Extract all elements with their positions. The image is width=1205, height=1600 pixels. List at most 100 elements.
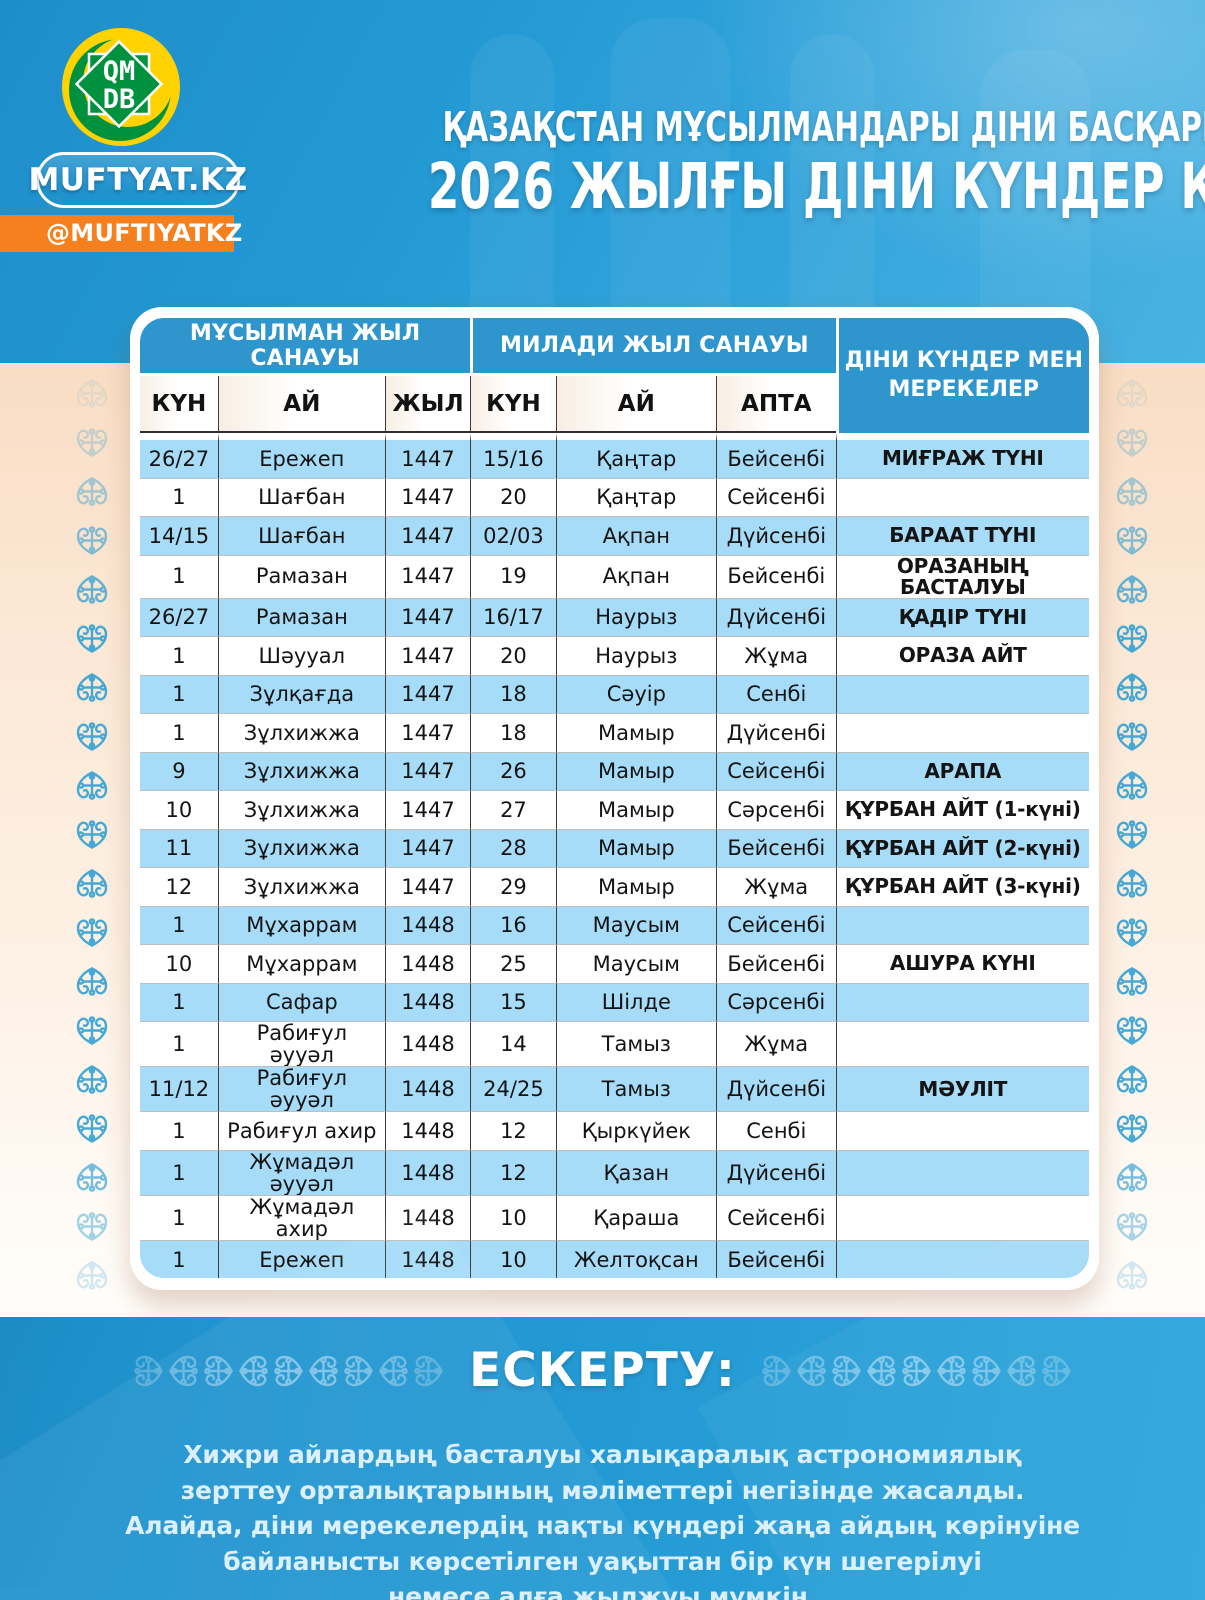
hijri-day-cell: 12 xyxy=(140,867,218,906)
holiday-cell xyxy=(835,1111,1089,1150)
greg-month-cell: Ақпан xyxy=(555,554,717,598)
hijri-day-cell: 10 xyxy=(140,790,218,829)
greg-day-cell: 24/25 xyxy=(470,1066,556,1112)
logo-abbr-line1: QM xyxy=(103,56,136,87)
hijri-month-cell: Рабиғул ахир xyxy=(217,1111,385,1150)
greg-month-cell: Мамыр xyxy=(555,867,717,906)
weekday-cell: Жұма xyxy=(716,636,836,675)
holiday-cell xyxy=(835,1149,1089,1195)
greg-month-cell: Наурыз xyxy=(555,597,717,636)
holiday-cell xyxy=(835,1021,1089,1067)
weekday-cell: Сәрсенбі xyxy=(716,790,836,829)
holiday-cell: АРАПА xyxy=(835,751,1089,790)
table-row: 1 Рамазан 1447 19 Ақпан Бейсенбі ОРАЗАНЫҢ БАСТ… xyxy=(140,554,1089,598)
eskertu-ornament-right xyxy=(754,1351,1079,1391)
table-row: 1 Зұлқағда 1447 18 Сәуір Сенбі xyxy=(140,674,1089,713)
hijri-year-cell: 1448 xyxy=(384,1066,471,1112)
greg-month-cell: Тамыз xyxy=(555,1066,717,1112)
hijri-month-cell: Зұлқағда xyxy=(217,674,385,713)
column-header-row: КҮН АЙ ЖЫЛ КҮН АЙ АПТА xyxy=(140,376,1089,433)
hijri-year-cell: 1448 xyxy=(384,1021,471,1067)
hijri-year-cell: 1447 xyxy=(384,433,471,478)
hijri-day-cell: 1 xyxy=(140,1111,218,1150)
greg-day-cell: 10 xyxy=(470,1194,556,1240)
social-badge[interactable]: @MUFTIYATKZ xyxy=(0,215,242,252)
hijri-month-cell: Рабиғул әууәл xyxy=(217,1021,385,1067)
greg-day-cell: 12 xyxy=(470,1149,556,1195)
greg-day-cell: 12 xyxy=(470,1111,556,1150)
hijri-year-cell: 1447 xyxy=(384,674,471,713)
greg-month-cell: Желтоқсан xyxy=(555,1239,717,1279)
hijri-month-cell: Зұлхижжа xyxy=(217,828,385,867)
greg-month-cell: Қыркүйек xyxy=(555,1111,717,1150)
holiday-cell xyxy=(835,1194,1089,1240)
hijri-day-cell: 14/15 xyxy=(140,516,218,555)
table-row: 1 Ережеп 1448 10 Желтоқсан Бейсенбі xyxy=(140,1239,1089,1279)
hijri-month-cell: Шәууал xyxy=(217,636,385,675)
hijri-year-cell: 1448 xyxy=(384,982,471,1021)
footer-band: ЕСКЕРТУ: Хижри айлардың басталуы халықар… xyxy=(0,1116,1205,1600)
holiday-cell: ҚҰРБАН АЙТ (3-күні) xyxy=(835,867,1089,906)
greg-day-cell: 16/17 xyxy=(470,597,556,636)
group-header-row: МҰСЫЛМАН ЖЫЛ САНАУЫ МИЛАДИ ЖЫЛ САНАУЫ ДІ… xyxy=(140,318,1089,433)
hijri-year-cell: 1447 xyxy=(384,554,471,598)
title-block: ҚАЗАҚСТАН МҰСЫЛМАНДАРЫ ДІНИ БАСҚАРМАСЫ Б… xyxy=(240,104,1205,220)
hijri-month-cell: Рамазан xyxy=(217,554,385,598)
greg-day-cell: 20 xyxy=(470,477,556,516)
holiday-cell: ОРАЗАНЫҢ БАСТАЛУЫ xyxy=(835,554,1089,598)
holiday-cell: АШУРА КҮНІ xyxy=(835,944,1089,983)
hijri-year-cell: 1447 xyxy=(384,828,471,867)
hijri-day-cell: 1 xyxy=(140,477,218,516)
holiday-cell: БАРААТ ТҮНІ xyxy=(835,516,1089,555)
greg-day-cell: 14 xyxy=(470,1021,556,1067)
greg-month-cell: Сәуір xyxy=(555,674,717,713)
note-line: Алайда, діни мерекелердің нақты күндері … xyxy=(125,1511,1080,1540)
greg-day-cell: 02/03 xyxy=(470,516,556,555)
greg-month-cell: Мамыр xyxy=(555,751,717,790)
greg-day-cell: 29 xyxy=(470,867,556,906)
greg-day-cell: 28 xyxy=(470,828,556,867)
hijri-day-cell: 11 xyxy=(140,828,218,867)
hijri-month-cell: Зұлхижжа xyxy=(217,713,385,752)
hijri-month-cell: Жұмадәл ахир xyxy=(217,1194,385,1240)
hijri-year-cell: 1448 xyxy=(384,944,471,983)
greg-day-cell: 19 xyxy=(470,554,556,598)
hijri-day-cell: 10 xyxy=(140,944,218,983)
left-ornament-border xyxy=(72,365,112,1310)
hijri-year-cell: 1447 xyxy=(384,790,471,829)
muslim-calendar-group-header: МҰСЫЛМАН ЖЫЛ САНАУЫ xyxy=(140,318,471,376)
hijri-month-cell: Шағбан xyxy=(217,477,385,516)
hijri-month-cell: Сафар xyxy=(217,982,385,1021)
hijri-year-cell: 1448 xyxy=(384,1149,471,1195)
hijri-year-cell: 1447 xyxy=(384,751,471,790)
hijri-day-cell: 1 xyxy=(140,982,218,1021)
holiday-cell xyxy=(835,982,1089,1021)
hijri-month-cell: Зұлхижжа xyxy=(217,751,385,790)
greg-month-cell: Шілде xyxy=(555,982,717,1021)
hijri-month-cell: Рамазан xyxy=(217,597,385,636)
hijri-day-cell: 26/27 xyxy=(140,433,218,478)
weekday-cell: Дүйсенбі xyxy=(716,1066,836,1112)
qmdb-logo-icon: QM DB xyxy=(60,26,182,148)
hijri-day-cell: 9 xyxy=(140,751,218,790)
holiday-cell xyxy=(835,713,1089,752)
greg-month-cell: Ақпан xyxy=(555,516,717,555)
hijri-year-cell: 1448 xyxy=(384,1239,471,1279)
hijri-year-cell: 1447 xyxy=(384,477,471,516)
note-line: немесе алға жылжуы мүмкін. xyxy=(388,1582,817,1600)
hijri-day-cell: 1 xyxy=(140,554,218,598)
holiday-cell xyxy=(835,674,1089,713)
site-badge[interactable]: MUFTYAT.KZ xyxy=(28,152,247,208)
greg-month-cell: Наурыз xyxy=(555,636,717,675)
hijri-month-header: АЙ xyxy=(217,376,385,433)
weekday-cell: Сенбі xyxy=(716,1111,836,1150)
greg-day-cell: 25 xyxy=(470,944,556,983)
greg-day-cell: 26 xyxy=(470,751,556,790)
weekday-cell: Сейсенбі xyxy=(716,1194,836,1240)
greg-day-cell: 27 xyxy=(470,790,556,829)
hijri-day-cell: 1 xyxy=(140,905,218,944)
note-text: Хижри айлардың басталуы халықаралық астр… xyxy=(92,1437,1113,1600)
hijri-day-cell: 1 xyxy=(140,636,218,675)
table-row: 9 Зұлхижжа 1447 26 Мамыр Сейсенбі АРАПА xyxy=(140,751,1089,790)
logo-abbr-line2: DB xyxy=(103,84,136,115)
